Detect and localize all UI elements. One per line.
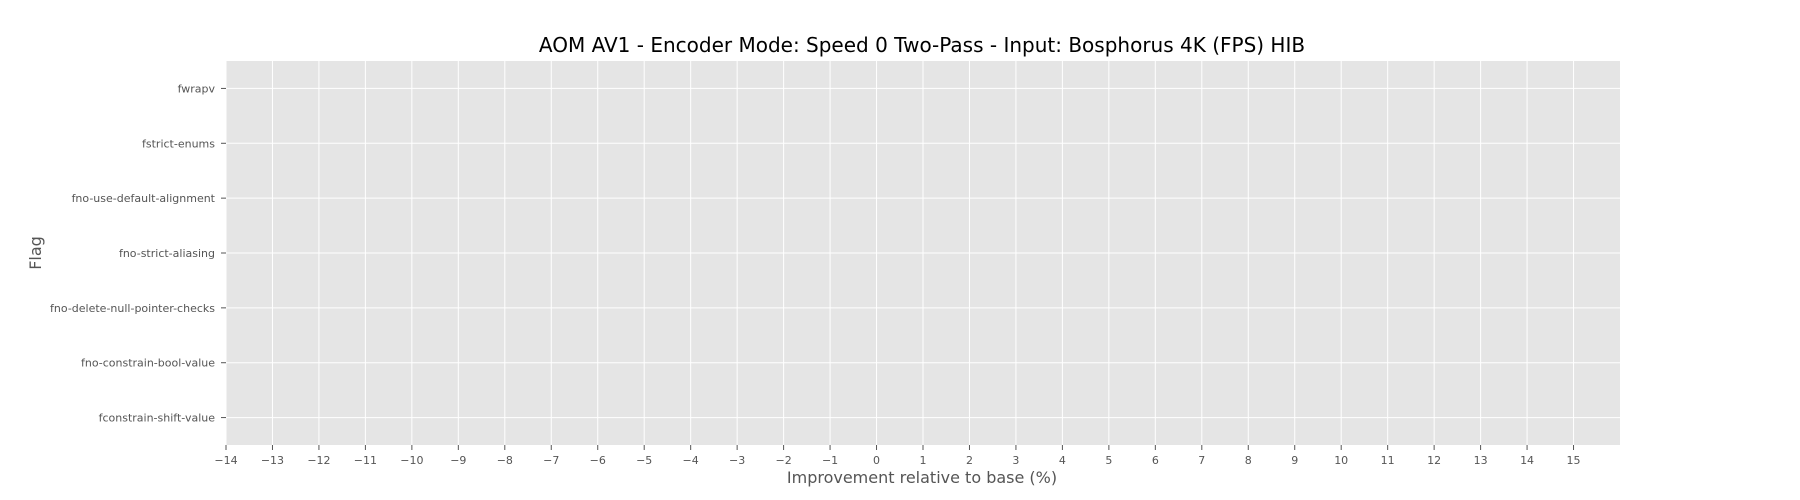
y-tick-label: fno-use-default-alignment [72, 192, 216, 205]
x-tick-label: −2 [775, 454, 791, 467]
x-tick-label: 11 [1381, 454, 1395, 467]
x-tick-label: 3 [1012, 454, 1019, 467]
x-tick-label: −14 [214, 454, 237, 467]
x-tick-label: −9 [450, 454, 466, 467]
x-tick-label: 15 [1567, 454, 1581, 467]
y-tick-label: fwrapv [178, 82, 216, 95]
y-axis-label: Flag [26, 236, 45, 270]
chart-title: AOM AV1 - Encoder Mode: Speed 0 Two-Pass… [539, 33, 1305, 57]
x-tick-label: −13 [261, 454, 284, 467]
y-tick-label: fstrict-enums [142, 137, 215, 150]
y-axis-ticks: fwrapv fstrict-enums fno-use-default-align… [50, 82, 226, 425]
grid-lines [225, 61, 1620, 445]
x-tick-label: 0 [873, 454, 880, 467]
x-tick-label: −8 [497, 454, 513, 467]
x-tick-label: 9 [1291, 454, 1298, 467]
x-tick-label: 13 [1474, 454, 1488, 467]
x-axis-ticks: −14 −13 −12 −11 −10 −9 −8 −7 −6 −5 −4 −3 −2 −1 0 1 2 3 4 5 6… [214, 445, 1581, 467]
x-tick-label: −6 [590, 454, 606, 467]
x-tick-label: 2 [966, 454, 973, 467]
x-tick-label: 12 [1427, 454, 1441, 467]
x-tick-label: 8 [1245, 454, 1252, 467]
x-tick-label: 10 [1334, 454, 1348, 467]
x-tick-label: 4 [1059, 454, 1066, 467]
x-tick-label: 1 [920, 454, 927, 467]
x-tick-label: −1 [822, 454, 838, 467]
x-tick-label: −3 [729, 454, 745, 467]
x-tick-label: −7 [543, 454, 559, 467]
x-tick-label: −11 [354, 454, 377, 467]
x-tick-label: 7 [1198, 454, 1205, 467]
y-tick-label: fno-constrain-bool-value [81, 357, 215, 370]
x-tick-label: 14 [1520, 454, 1534, 467]
x-tick-label: −5 [636, 454, 652, 467]
x-tick-label: −10 [400, 454, 423, 467]
y-tick-label: fno-delete-null-pointer-checks [50, 302, 215, 315]
y-tick-label: fno-strict-aliasing [119, 247, 215, 260]
x-tick-label: −12 [307, 454, 330, 467]
y-tick-label: fconstrain-shift-value [99, 412, 216, 425]
x-axis-label: Improvement relative to base (%) [787, 468, 1057, 487]
x-tick-label: −4 [683, 454, 699, 467]
x-tick-label: 5 [1105, 454, 1112, 467]
x-tick-label: 6 [1152, 454, 1159, 467]
